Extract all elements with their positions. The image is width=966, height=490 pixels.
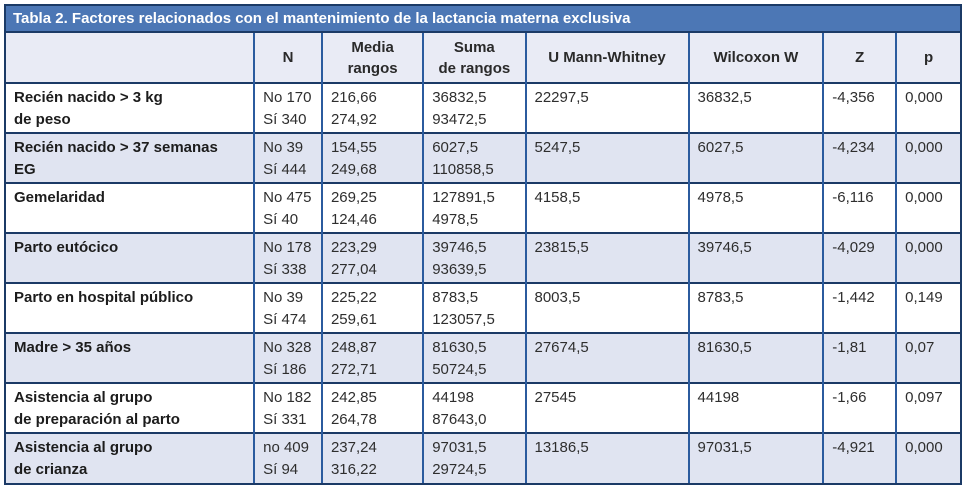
cell-u_mann_whitney: 5247,5: [524, 133, 689, 183]
column-header: p: [895, 33, 960, 83]
cell-media_rangos: 225,22 259,61: [320, 283, 424, 333]
table-frame: Tabla 2. Factores relacionados con el ma…: [4, 4, 962, 485]
cell-p: 0,000: [895, 183, 960, 233]
cell-suma_rangos: 127891,5 4978,5: [422, 183, 526, 233]
cell-media_rangos: 154,55 249,68: [320, 133, 424, 183]
cell-n: No 170 Sí 340: [253, 83, 322, 133]
cell-media_rangos: 248,87 272,71: [320, 333, 424, 383]
cell-wilcoxon_w: 36832,5: [687, 83, 824, 133]
cell-p: 0,000: [895, 433, 960, 483]
cell-suma_rangos: 81630,5 50724,5: [422, 333, 526, 383]
table-header: N Media rangos Suma de rangos U Mann-Whitne…: [6, 33, 960, 83]
cell-factor: Parto en hospital público: [14, 289, 194, 306]
cell-factor: Gemelaridad: [14, 189, 105, 206]
cell-wilcoxon_w: 8783,5: [687, 283, 824, 333]
cell-p: 0,097: [895, 383, 960, 433]
cell-factor: Recién nacido > 3 kg de peso: [14, 89, 163, 128]
table-row: Asistencia al grupo de preparación al pa…: [6, 383, 960, 433]
cell-suma_rangos: 44198 87643,0: [422, 383, 526, 433]
column-header: Z: [822, 33, 897, 83]
cell-p: 0,000: [895, 133, 960, 183]
cell-media_rangos: 216,66 274,92: [320, 83, 424, 133]
cell-n: No 182 Sí 331: [253, 383, 322, 433]
cell-p: 0,07: [895, 333, 960, 383]
cell-p: 0,149: [895, 283, 960, 333]
cell-u_mann_whitney: 13186,5: [524, 433, 689, 483]
cell-wilcoxon_w: 39746,5: [687, 233, 824, 283]
cell-u_mann_whitney: 27674,5: [524, 333, 689, 383]
cell-media_rangos: 237,24 316,22: [320, 433, 424, 483]
column-header: Media rangos: [320, 33, 424, 83]
table-row: Gemelaridad No 475 Sí 40 269,25 124,46 1278…: [6, 183, 960, 233]
cell-media_rangos: 242,85 264,78: [320, 383, 424, 433]
cell-media_rangos: 269,25 124,46: [320, 183, 424, 233]
table-row: Recién nacido > 37 semanas EG No 39 Sí 44…: [6, 133, 960, 183]
cell-wilcoxon_w: 6027,5: [687, 133, 824, 183]
table-title: Tabla 2. Factores relacionados con el ma…: [6, 6, 960, 33]
cell-suma_rangos: 6027,5 110858,5: [422, 133, 526, 183]
cell-u_mann_whitney: 22297,5: [524, 83, 689, 133]
column-header: Wilcoxon W: [687, 33, 824, 83]
cell-z: -6,116: [822, 183, 897, 233]
table-row: Parto eutócico No 178 Sí 338 223,29 277,04…: [6, 233, 960, 283]
column-header: [6, 33, 255, 83]
cell-suma_rangos: 36832,5 93472,5: [422, 83, 526, 133]
cell-u_mann_whitney: 23815,5: [524, 233, 689, 283]
cell-n: No 39 Sí 474: [253, 283, 322, 333]
cell-z: -1,81: [822, 333, 897, 383]
cell-z: -4,029: [822, 233, 897, 283]
cell-factor: Recién nacido > 37 semanas EG: [14, 139, 218, 178]
table-body: Recién nacido > 3 kg de peso No 170 Sí 34…: [6, 83, 960, 483]
column-header: Suma de rangos: [422, 33, 526, 83]
column-header: U Mann-Whitney: [524, 33, 689, 83]
column-header: N: [253, 33, 322, 83]
cell-n: No 328 Sí 186: [253, 333, 322, 383]
cell-suma_rangos: 97031,5 29724,5: [422, 433, 526, 483]
cell-u_mann_whitney: 27545: [524, 383, 689, 433]
cell-suma_rangos: 8783,5 123057,5: [422, 283, 526, 333]
stats-table: N Media rangos Suma de rangos U Mann-Whitne…: [6, 33, 960, 483]
cell-factor: Asistencia al grupo de preparación al pa…: [14, 389, 180, 428]
cell-n: no 409 Sí 94: [253, 433, 322, 483]
cell-u_mann_whitney: 8003,5: [524, 283, 689, 333]
table-row: Madre > 35 años No 328 Sí 186 248,87 272,7…: [6, 333, 960, 383]
cell-wilcoxon_w: 81630,5: [687, 333, 824, 383]
cell-p: 0,000: [895, 233, 960, 283]
cell-factor: Madre > 35 años: [14, 339, 132, 356]
cell-z: -1,442: [822, 283, 897, 333]
header-row: N Media rangos Suma de rangos U Mann-Whitne…: [6, 33, 960, 83]
cell-u_mann_whitney: 4158,5: [524, 183, 689, 233]
cell-factor: Parto eutócico: [14, 239, 119, 256]
cell-n: No 39 Sí 444: [253, 133, 322, 183]
cell-n: No 178 Sí 338: [253, 233, 322, 283]
table-row: Asistencia al grupo de crianza no 409 Sí …: [6, 433, 960, 483]
cell-z: -4,921: [822, 433, 897, 483]
table-row: Recién nacido > 3 kg de peso No 170 Sí 34…: [6, 83, 960, 133]
cell-suma_rangos: 39746,5 93639,5: [422, 233, 526, 283]
cell-p: 0,000: [895, 83, 960, 133]
cell-factor: Asistencia al grupo de crianza: [14, 439, 153, 478]
cell-z: -4,234: [822, 133, 897, 183]
table-row: Parto en hospital público No 39 Sí 474 225…: [6, 283, 960, 333]
cell-z: -1,66: [822, 383, 897, 433]
cell-wilcoxon_w: 44198: [687, 383, 824, 433]
cell-media_rangos: 223,29 277,04: [320, 233, 424, 283]
cell-wilcoxon_w: 97031,5: [687, 433, 824, 483]
cell-wilcoxon_w: 4978,5: [687, 183, 824, 233]
cell-n: No 475 Sí 40: [253, 183, 322, 233]
cell-z: -4,356: [822, 83, 897, 133]
